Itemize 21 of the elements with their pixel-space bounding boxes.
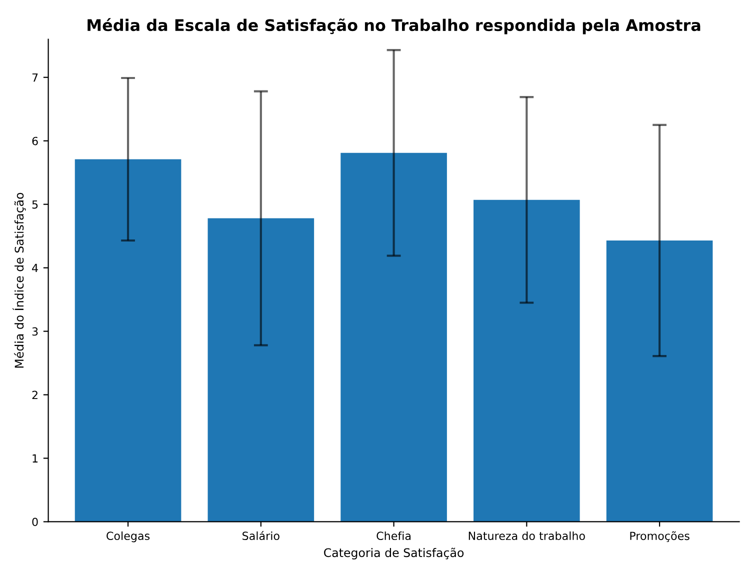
x-axis-title: Categoria de Satisfação bbox=[324, 548, 464, 560]
x-tick-label: Salário bbox=[242, 531, 280, 540]
y-tick-label: 5 bbox=[32, 200, 38, 209]
y-tick-label: 6 bbox=[32, 136, 38, 146]
y-tick-label: 2 bbox=[32, 390, 38, 399]
x-tick-label: Natureza do trabalho bbox=[468, 531, 585, 540]
x-tick-label: Colegas bbox=[106, 531, 150, 542]
y-tick-label: 3 bbox=[32, 327, 38, 336]
bar bbox=[474, 200, 580, 522]
x-tick-label: Promoções bbox=[630, 531, 690, 542]
y-tick-label: 7 bbox=[32, 73, 38, 82]
chart-title: Média da Escala de Satisfação no Trabalho respondida pela Amostra bbox=[88, 18, 700, 34]
bar bbox=[208, 218, 314, 522]
y-tick-label: 4 bbox=[32, 264, 38, 272]
bar bbox=[606, 240, 713, 522]
y-tick-label: 1 bbox=[32, 454, 38, 462]
bar bbox=[74, 159, 182, 522]
x-tick-label: Chefia bbox=[376, 531, 411, 540]
y-axis-title: Média do Índice de Satisfação bbox=[12, 192, 26, 368]
y-tick-label: 0 bbox=[32, 518, 38, 526]
bar bbox=[340, 152, 447, 522]
